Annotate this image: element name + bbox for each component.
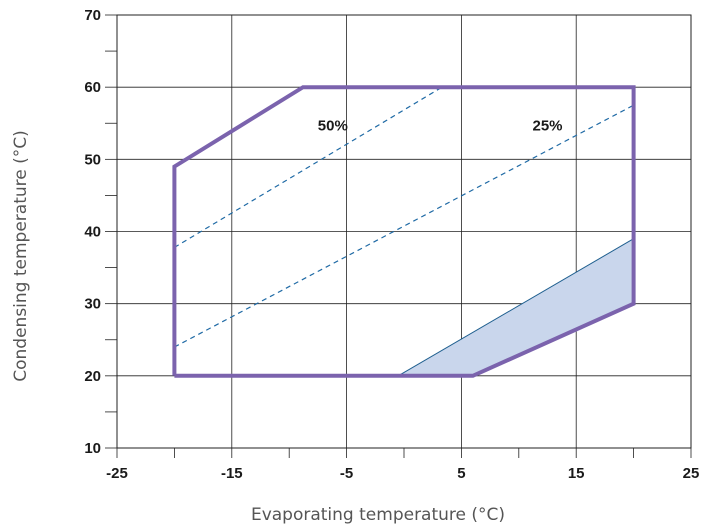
plot-frame xyxy=(116,14,692,449)
region-label: 25% xyxy=(532,117,562,134)
y-tick-label: 20 xyxy=(84,368,101,385)
y-tick-label: 60 xyxy=(84,79,101,96)
y-tick-label: 10 xyxy=(84,440,101,457)
dashed-line-50pct xyxy=(174,86,443,248)
x-tick-label: 25 xyxy=(683,465,700,482)
region-labels: 50% 25% xyxy=(318,117,563,134)
y-axis-title: Condensing temperature (°C) xyxy=(11,130,31,382)
grid xyxy=(105,14,692,458)
x-tick-label: -15 xyxy=(221,465,243,482)
x-tick-label: 5 xyxy=(457,465,465,482)
y-tick-label: 30 xyxy=(84,296,101,313)
dashed-lines xyxy=(174,86,634,348)
y-tick-label: 50 xyxy=(84,151,101,168)
x-tick-label: 15 xyxy=(568,465,585,482)
region-label: 50% xyxy=(318,117,348,134)
operating-envelope xyxy=(172,85,636,378)
y-tick-label: 40 xyxy=(84,224,101,241)
tick-labels: -25 -15 -5 5 15 25 10 20 30 40 50 60 70 xyxy=(84,7,699,482)
envelope-outline xyxy=(172,85,636,378)
shaded-area-edge xyxy=(398,238,634,377)
dashed-line-25pct xyxy=(174,104,634,348)
shaded-region xyxy=(398,238,634,377)
x-tick-label: -5 xyxy=(340,465,353,482)
x-axis-title: Evaporating temperature (°C) xyxy=(251,505,505,525)
x-tick-label: -25 xyxy=(106,465,128,482)
y-tick-label: 70 xyxy=(84,7,101,24)
